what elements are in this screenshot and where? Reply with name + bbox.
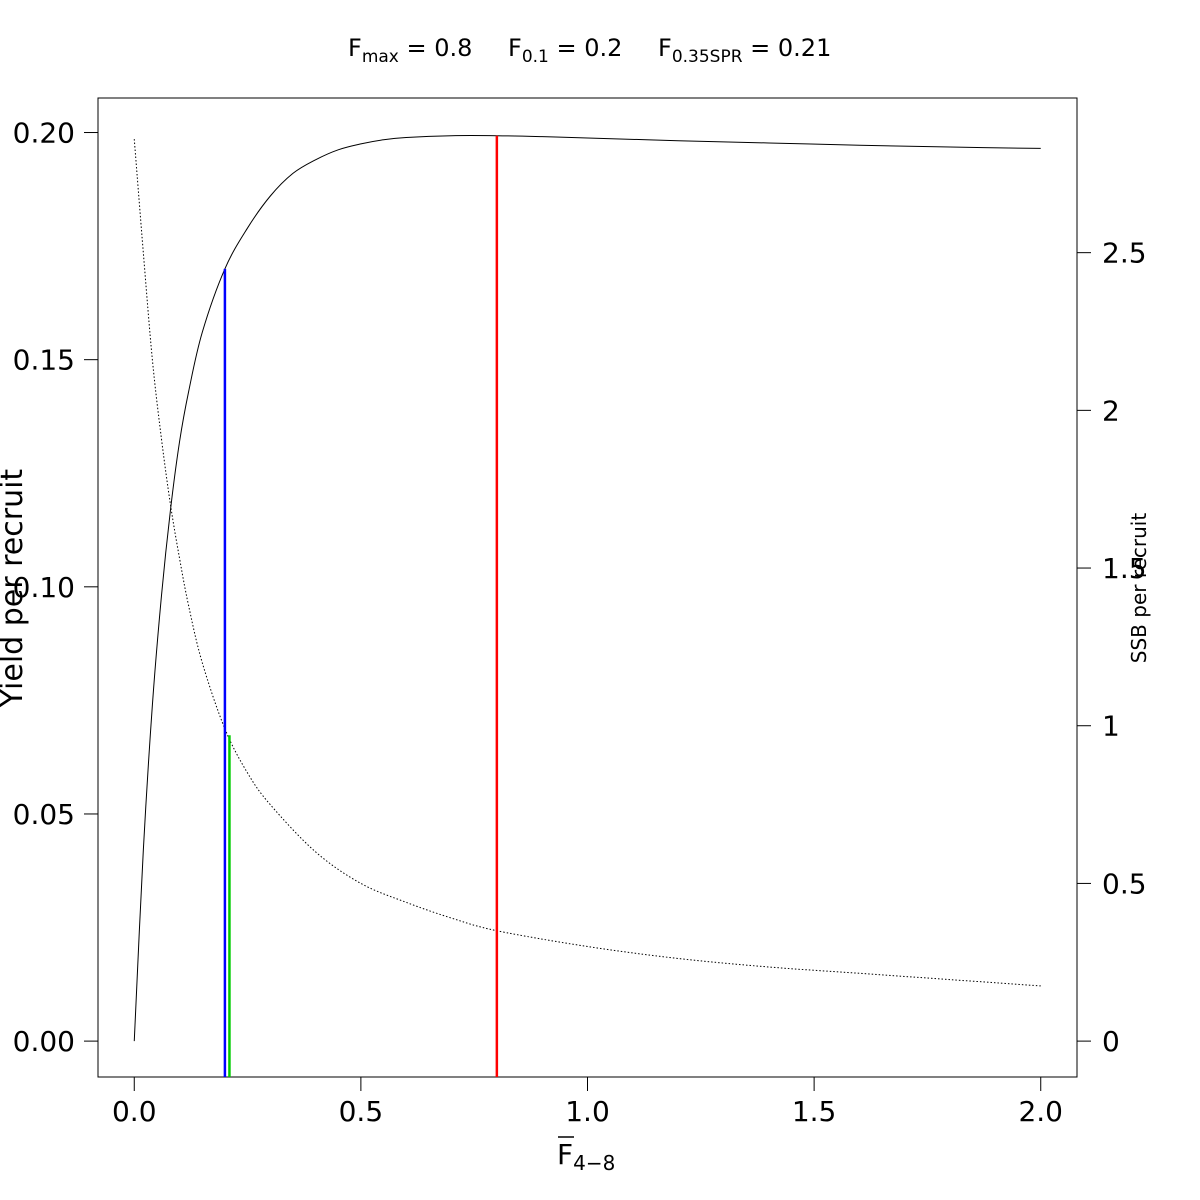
y-left-tick-label: 0.00 [13,1025,75,1058]
y-right-tick-label: 2 [1102,394,1120,427]
x-tick-label: 0.0 [112,1095,157,1128]
y-left-tick-label: 0.10 [13,571,75,604]
chart-header: Fmax = 0.8 F0.1 = 0.2 F0.35SPR = 0.21 [348,34,831,67]
y-right-tick-label: 0 [1102,1025,1120,1058]
x-tick-label: 1.0 [565,1095,610,1128]
right-y-axis-title: SSB per recruit [1127,513,1151,664]
series-layer [133,135,1041,1042]
reference-lines [223,135,499,1077]
x-axis: 0.0 0.5 1.0 1.5 2.0 [112,1077,1063,1128]
x-tick-label: 2.0 [1018,1095,1063,1128]
left-y-axis: 0.00 0.05 0.10 0.15 0.20 [13,117,98,1058]
ssb-per-recruit-line [133,139,1041,987]
header-f01: F0.1 = 0.2 [508,34,622,67]
svg-text:F4−8: F4−8 [557,1138,615,1175]
header-fspr: F0.35SPR = 0.21 [658,34,831,67]
plot-frame [97,97,1078,1078]
x-axis-title: F4−8 [557,1136,615,1175]
left-y-axis-title: Yield per recruit [0,469,30,709]
x-tick-label: 0.5 [339,1095,384,1128]
yield-per-recruit-line [133,135,1041,1042]
y-left-tick-label: 0.20 [13,117,75,150]
y-right-tick-label: 2.5 [1102,237,1147,270]
right-y-axis: 0 0.5 1 1.5 2 2.5 [1077,237,1147,1058]
x-tick-label: 1.5 [792,1095,837,1128]
y-right-tick-label: 1.5 [1102,552,1147,585]
y-left-tick-label: 0.15 [13,344,75,377]
header-fmax: Fmax = 0.8 [348,34,472,67]
y-left-tick-label: 0.05 [13,798,75,831]
y-right-tick-label: 1 [1102,710,1120,743]
y-right-tick-label: 0.5 [1102,867,1147,900]
